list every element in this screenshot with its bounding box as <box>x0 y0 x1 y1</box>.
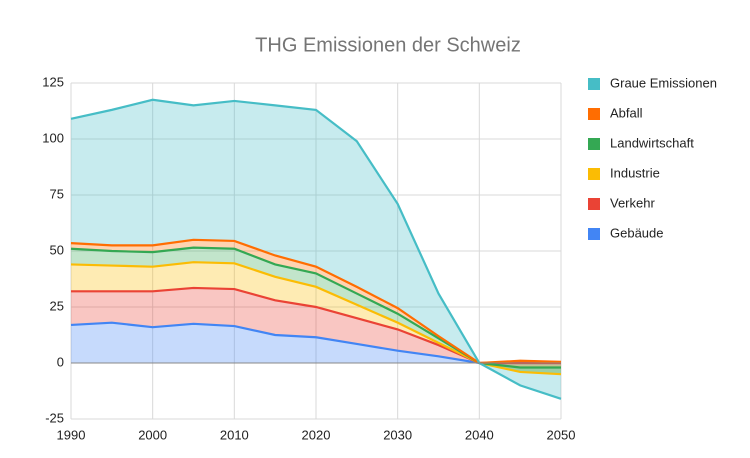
x-tick-label: 1990 <box>57 427 86 442</box>
area-fill <box>71 287 561 363</box>
chart-title: THG Emissionen der Schweiz <box>255 34 521 56</box>
legend-label: Industrie <box>610 165 660 180</box>
legend-label: Gebäude <box>610 225 664 240</box>
legend-label: Abfall <box>610 105 643 120</box>
legend-swatch <box>588 108 600 120</box>
x-tick-label: 2050 <box>547 427 576 442</box>
legend-swatch <box>588 78 600 90</box>
y-tick-label: 50 <box>50 242 64 257</box>
y-tick-label: 125 <box>42 74 64 89</box>
y-tick-label: 75 <box>50 186 64 201</box>
x-tick-label: 2040 <box>465 427 494 442</box>
legend-label: Graue Emissionen <box>610 75 717 90</box>
area-fill <box>71 99 561 399</box>
legend-label: Landwirtschaft <box>610 135 694 150</box>
area-fill <box>71 322 561 363</box>
x-tick-label: 2010 <box>220 427 249 442</box>
x-tick-label: 2000 <box>138 427 167 442</box>
y-tick-label: -25 <box>45 410 64 425</box>
legend-swatch <box>588 198 600 210</box>
y-tick-label: 0 <box>57 354 64 369</box>
x-tick-label: 2030 <box>383 427 412 442</box>
legend-swatch <box>588 138 600 150</box>
x-tick-label: 2020 <box>302 427 331 442</box>
y-tick-label: 100 <box>42 130 64 145</box>
legend-label: Verkehr <box>610 195 655 210</box>
y-tick-label: 25 <box>50 298 64 313</box>
legend-swatch <box>588 228 600 240</box>
legend-swatch <box>588 168 600 180</box>
